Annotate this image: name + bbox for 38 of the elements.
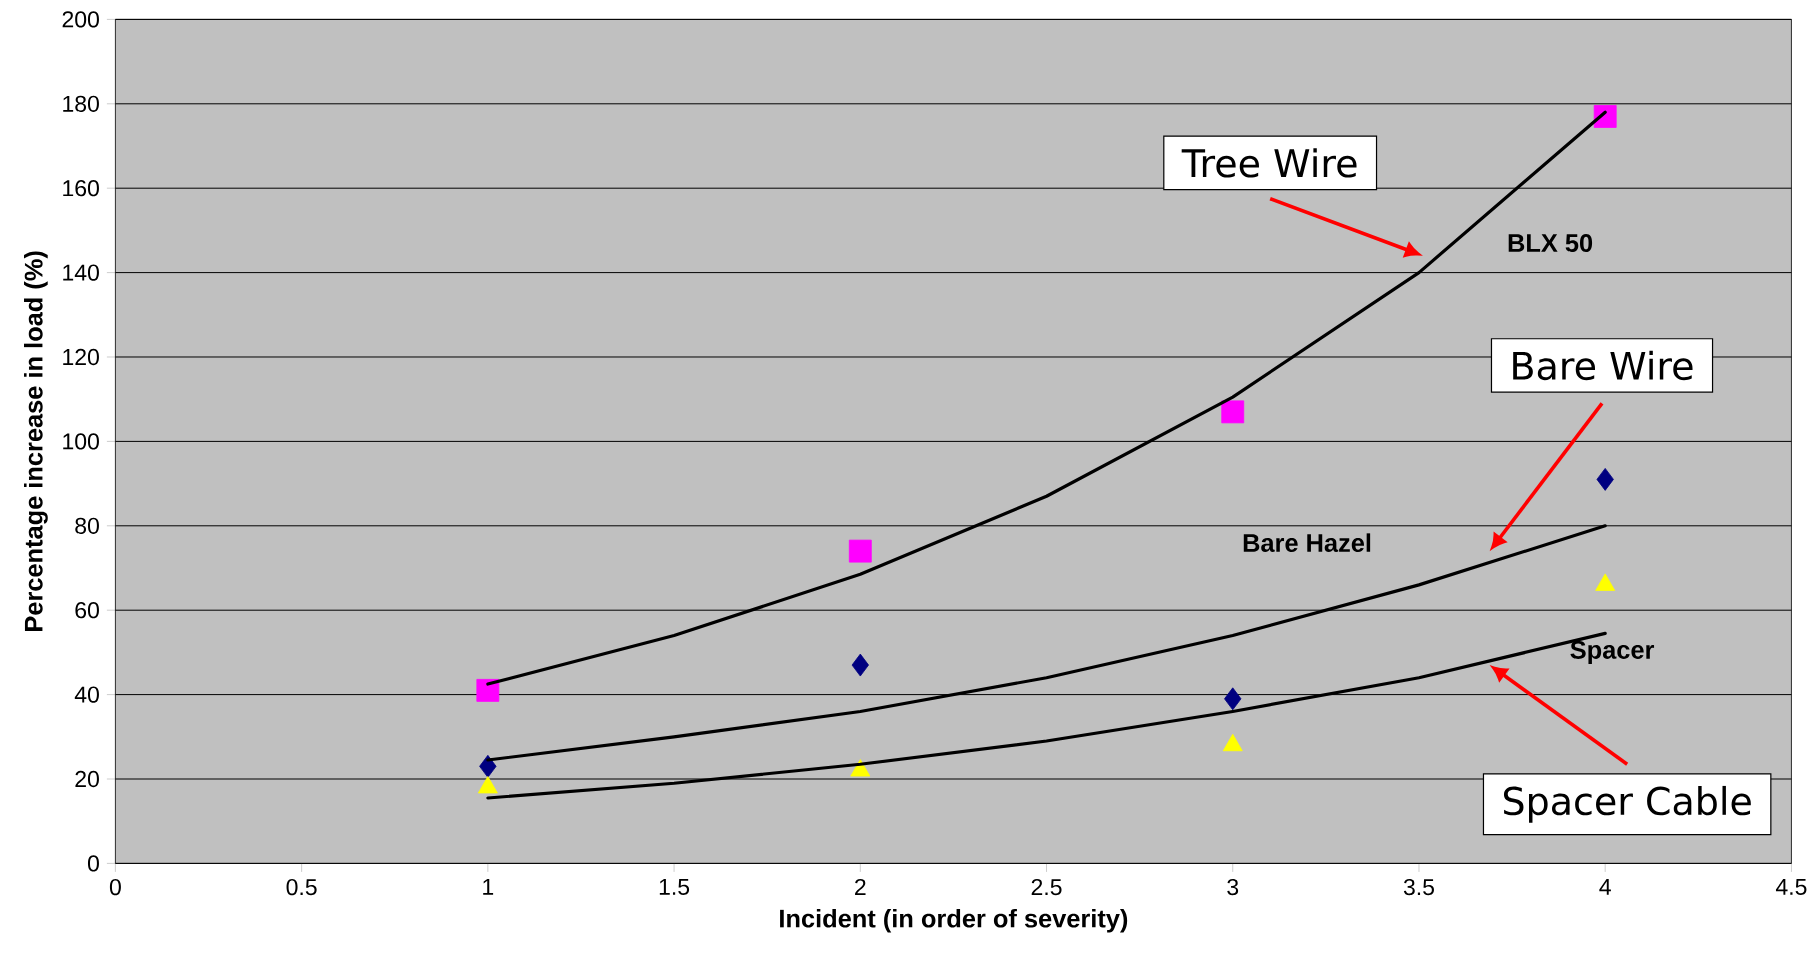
point — [477, 776, 498, 794]
x-tick-label: 4.5 — [1775, 878, 1807, 895]
annotation: Spacer — [1570, 640, 1655, 664]
annotation: Bare Hazel — [1243, 533, 1371, 552]
x-tick-label: 3.5 — [1403, 878, 1434, 896]
y-tick-label: 180 — [63, 95, 99, 112]
y-tick-label: 140 — [63, 264, 99, 281]
point — [1221, 400, 1245, 424]
y-tick-label: 120 — [63, 348, 99, 366]
y-tick-label: 160 — [63, 180, 99, 197]
point — [476, 678, 500, 702]
x-tick-label: 1.5 — [659, 878, 690, 895]
y-tick-label: 40 — [74, 686, 99, 703]
y-tick-label: 20 — [75, 770, 99, 788]
annotation: Spacer Cable — [1503, 785, 1751, 823]
point — [479, 754, 497, 778]
y-tick-label: 60 — [75, 602, 99, 619]
x-tick-label: 3 — [1227, 878, 1239, 896]
point — [1222, 733, 1243, 752]
annotation: Tree Wire — [1181, 148, 1357, 178]
point — [1596, 467, 1614, 491]
x-tick-label: 0 — [109, 878, 121, 896]
y-tick-label: 200 — [62, 11, 99, 28]
x-tick-label: 4 — [1599, 878, 1611, 895]
x-tick-label: 2.5 — [1031, 878, 1062, 896]
y-tick-label: 80 — [75, 517, 99, 534]
x-tick-label: 0.5 — [286, 878, 317, 896]
y-axis-title: Percentage increase in load (%) — [24, 251, 48, 631]
annotation: Bare Wire — [1513, 350, 1693, 381]
point — [848, 539, 872, 563]
point — [1224, 687, 1242, 711]
x-axis-title: Incident (in order of severity) — [780, 908, 1128, 933]
y-tick-label: 0 — [87, 855, 99, 872]
point — [851, 653, 869, 677]
x-tick-label: 2 — [855, 878, 866, 895]
annotation: BLX 50 — [1508, 234, 1593, 253]
y-tick-label: 100 — [63, 433, 99, 450]
x-tick-label: 1 — [483, 878, 494, 895]
